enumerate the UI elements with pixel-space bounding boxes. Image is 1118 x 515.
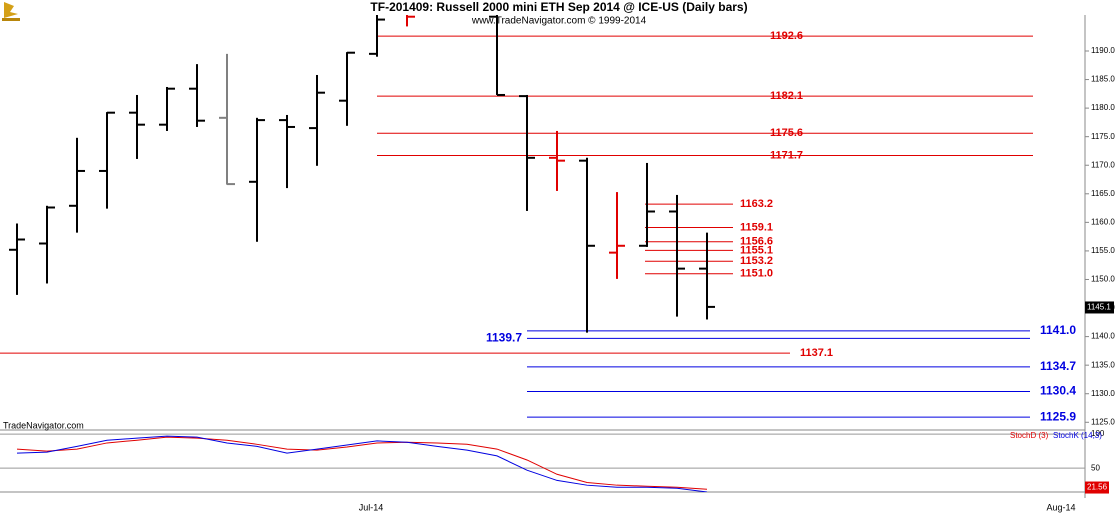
stoch-line [16, 435, 708, 492]
y-tick-label: 1160.0 [1091, 217, 1115, 226]
price-panel [0, 15, 1033, 418]
level-label: 1134.7 [1040, 359, 1076, 373]
x-tick-label: Aug-14 [1046, 502, 1075, 512]
y-tick-label: 1150.0 [1091, 275, 1115, 284]
y-tick-label: 50 [1091, 463, 1100, 472]
last-value-box [1085, 481, 1109, 494]
y-tick-label: 1170.0 [1091, 160, 1115, 169]
chart-title: TF-201409: Russell 2000 mini ETH Sep 201… [370, 0, 747, 14]
y-tick-label: 1165.0 [1091, 189, 1115, 198]
level-label: 1125.9 [1040, 409, 1076, 423]
level-label: 1141.0 [1040, 323, 1076, 337]
level-label: 1159.1 [740, 221, 773, 233]
level-label: 1171.7 [770, 149, 803, 161]
stochastic-panel [0, 433, 1085, 492]
y-tick-label: 1180.0 [1091, 103, 1115, 112]
level-label: 1151.0 [740, 268, 773, 280]
stoch-line [16, 436, 708, 490]
y-tick-label: 1190.0 [1091, 46, 1115, 55]
level-label: 1156.6 [740, 236, 773, 248]
level-label: 1153.2 [740, 255, 773, 267]
level-label: 1137.1 [800, 347, 833, 359]
y-tick-label: 1140.0 [1091, 332, 1115, 341]
y-tick-label: 1185.0 [1091, 75, 1115, 84]
x-tick-label: Jul-14 [359, 502, 384, 512]
last-price-box [1085, 301, 1114, 314]
logo [2, 2, 20, 21]
level-label: 1192.6 [770, 30, 803, 42]
last-price-label: 1145.1 [1087, 303, 1111, 312]
level-label: 1175.6 [770, 127, 803, 139]
legend-entry: StochD (3) [1010, 431, 1049, 440]
last-value-label: 21.56 [1087, 483, 1108, 492]
legend-entry: StochK (14,3) [1053, 431, 1102, 440]
y-tick-label: 1130.0 [1091, 389, 1115, 398]
y-tick-label: 1175.0 [1091, 132, 1115, 141]
level-label: 1163.2 [740, 198, 773, 210]
level-label: 1130.4 [1040, 384, 1076, 398]
y-tick-label: 1155.0 [1091, 246, 1115, 255]
level-label: 1139.7 [486, 330, 522, 344]
level-label: 1155.1 [740, 244, 773, 256]
chart-subtitle: www.TradeNavigator.com © 1999-2014 [471, 16, 647, 27]
y-tick-label: 1135.0 [1091, 360, 1115, 369]
y-tick-label: 1125.0 [1091, 417, 1115, 426]
level-label: 1182.1 [770, 90, 803, 102]
y-tick-label: 100 [1091, 429, 1105, 438]
watermark: TradeNavigator.com [3, 420, 84, 430]
